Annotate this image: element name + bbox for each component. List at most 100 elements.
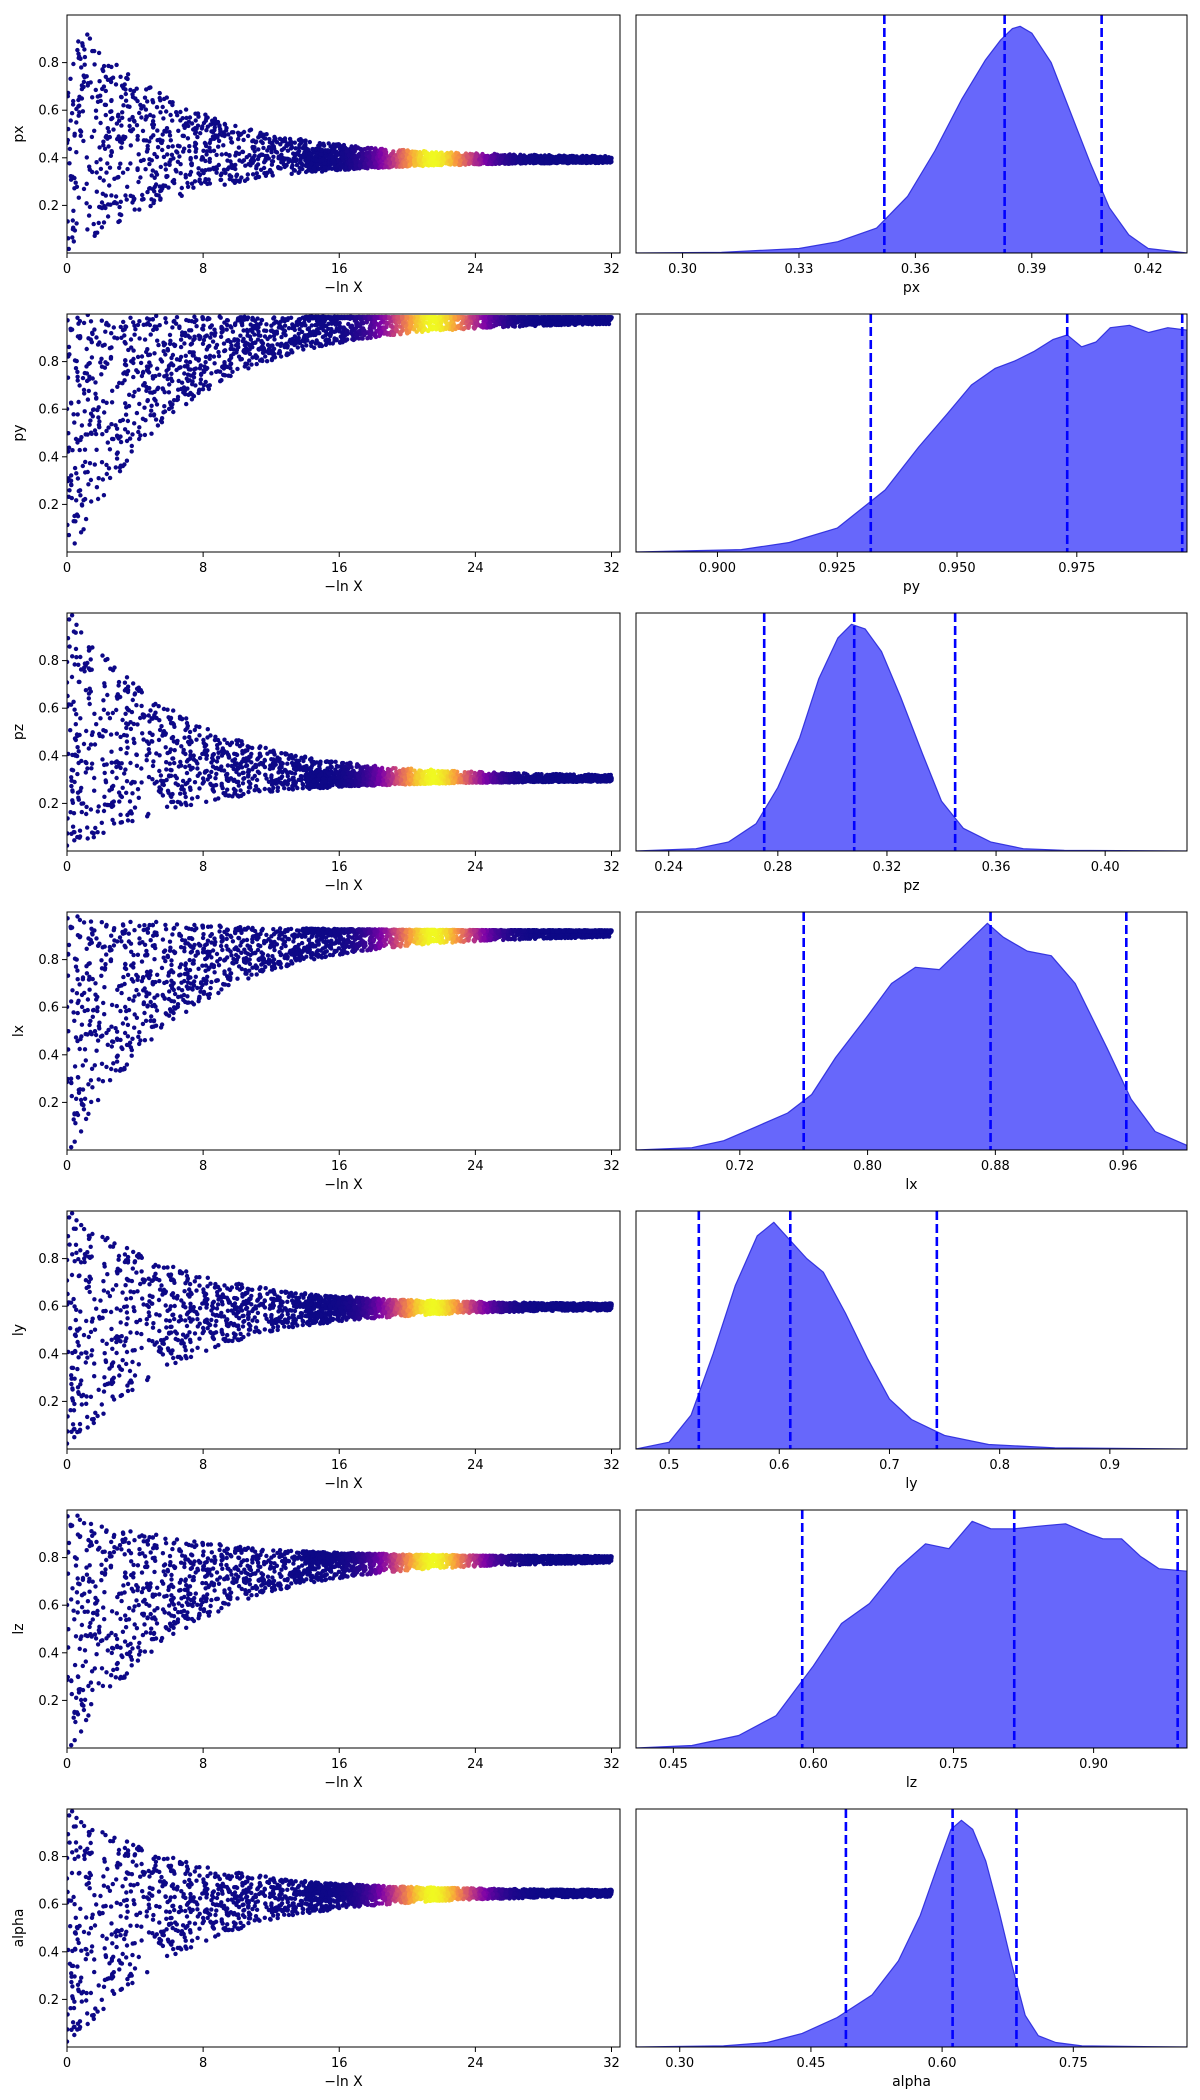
- scatter-point: [149, 403, 154, 408]
- scatter-point: [79, 423, 85, 428]
- scatter-point: [67, 219, 70, 224]
- scatter-point: [167, 160, 172, 165]
- scatter-point: [170, 378, 175, 384]
- scatter-point: [196, 166, 201, 171]
- scatter-point: [191, 350, 196, 355]
- scatter-point: [170, 179, 175, 184]
- scatter-point: [132, 421, 137, 426]
- scatter-point: [164, 126, 170, 131]
- scatter-point: [195, 123, 201, 128]
- scatter-point: [188, 367, 193, 372]
- scatter-point: [438, 327, 443, 333]
- scatter-point: [247, 358, 252, 363]
- scatter-point: [97, 175, 103, 180]
- scatter-point: [90, 331, 95, 337]
- scatter-point: [165, 376, 170, 382]
- scatter-point: [128, 161, 133, 166]
- scatter-point: [229, 130, 235, 135]
- scatter-point: [151, 200, 156, 206]
- scatter-point: [323, 148, 328, 153]
- scatter-point: [394, 323, 399, 328]
- scatter-point: [96, 415, 101, 420]
- scatter-point: [102, 410, 107, 415]
- scatter-point: [230, 369, 235, 374]
- scatter-point: [97, 419, 102, 424]
- scatter-point: [290, 163, 295, 168]
- scatter-point: [185, 180, 190, 186]
- scatter-point: [603, 321, 608, 326]
- scatter-point: [262, 160, 267, 165]
- scatter-point: [365, 336, 370, 341]
- scatter-point: [69, 401, 74, 406]
- scatter-point: [119, 145, 124, 150]
- scatter-point: [250, 172, 256, 177]
- scatter-point: [132, 389, 137, 395]
- scatter-point: [93, 380, 98, 385]
- scatter-point: [219, 330, 224, 335]
- scatter-point: [87, 204, 93, 210]
- scatter-point: [117, 380, 122, 386]
- scatter-point: [407, 155, 413, 160]
- scatter-point: [117, 469, 123, 474]
- scatter-point: [184, 115, 189, 121]
- scatter-point: [297, 321, 302, 326]
- scatter-point: [186, 123, 191, 129]
- scatter-point: [287, 157, 292, 162]
- scatter-point: [196, 388, 202, 393]
- scatter-point: [118, 74, 123, 80]
- scatter-point: [149, 197, 154, 202]
- scatter-point: [292, 167, 297, 173]
- scatter-point: [411, 152, 417, 158]
- scatter-point: [147, 385, 152, 391]
- scatter-point: [81, 527, 86, 532]
- scatter-point: [356, 152, 361, 158]
- scatter-point: [151, 327, 156, 333]
- scatter-point: [250, 317, 255, 322]
- scatter-point: [216, 144, 221, 149]
- scatter-point: [289, 171, 294, 176]
- scatter-point: [303, 138, 308, 143]
- scatter-point: [67, 449, 71, 454]
- scatter-point: [200, 124, 205, 129]
- y-tick-label: 0.2: [38, 199, 59, 214]
- scatter-point: [160, 186, 165, 191]
- scatter-point: [312, 345, 317, 350]
- scatter-point: [314, 157, 319, 163]
- scatter-point: [123, 341, 128, 346]
- scatter-point: [467, 160, 472, 166]
- scatter-point: [137, 207, 142, 212]
- scatter-point: [84, 201, 89, 206]
- scatter-point: [347, 158, 353, 164]
- scatter-point: [371, 154, 377, 160]
- scatter-point: [108, 202, 113, 207]
- scatter-point: [328, 332, 333, 337]
- scatter-point: [221, 372, 226, 377]
- scatter-point: [195, 134, 200, 140]
- scatter-point: [258, 167, 264, 172]
- scatter-point: [100, 191, 106, 196]
- scatter-point: [100, 67, 105, 72]
- scatter-point: [109, 193, 114, 198]
- scatter-point: [76, 488, 82, 494]
- scatter-point: [333, 322, 338, 327]
- scatter-point: [127, 123, 132, 129]
- scatter-point: [89, 134, 95, 140]
- scatter-point: [131, 348, 136, 353]
- scatter-point: [270, 173, 275, 178]
- scatter-point: [111, 127, 116, 132]
- scatter-point: [114, 451, 120, 456]
- scatter-point: [233, 153, 238, 158]
- scatter-point: [319, 147, 325, 153]
- scatter-point: [213, 121, 219, 126]
- scatter-point: [233, 343, 239, 348]
- scatter-point: [99, 225, 105, 230]
- scatter-point: [100, 477, 106, 482]
- scatter-point: [323, 323, 329, 329]
- scatter-point: [115, 336, 120, 341]
- scatter-point: [286, 326, 292, 331]
- scatter-point: [207, 145, 212, 150]
- scatter-point: [120, 417, 126, 423]
- scatter-point: [308, 168, 314, 174]
- scatter-point: [88, 477, 94, 483]
- scatter-point: [67, 318, 70, 323]
